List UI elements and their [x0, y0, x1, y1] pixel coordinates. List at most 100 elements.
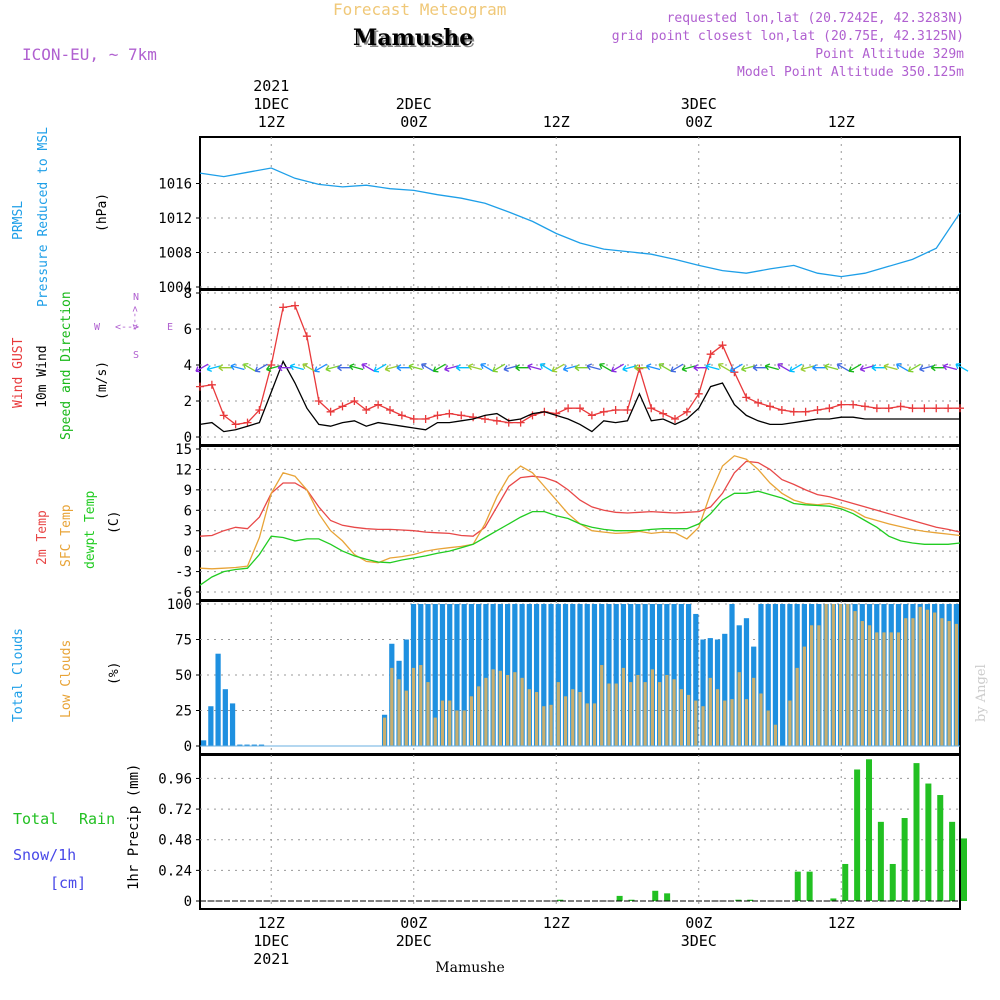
- total-clouds-label: Total Clouds: [11, 628, 26, 722]
- total-cloud-bar: [642, 604, 648, 746]
- total-cloud-bar: [461, 604, 467, 746]
- wind-arrow-shape: [539, 362, 553, 372]
- low-cloud-bar: [397, 679, 401, 746]
- wind-arrow: [527, 363, 542, 371]
- wind-arrow: [693, 364, 708, 372]
- gust-marker: [635, 364, 644, 373]
- low-cloud-bar: [940, 618, 944, 746]
- pressure-unit: (hPa): [95, 193, 110, 232]
- wind-arrow: [265, 365, 281, 372]
- wind-arrow-shape: [467, 363, 483, 371]
- low-cloud-bar: [795, 667, 799, 746]
- gust-marker: [564, 404, 573, 413]
- total-cloud-bar: [743, 618, 750, 746]
- gust-marker: [207, 380, 216, 389]
- y-tick-label: 0.72: [158, 802, 192, 818]
- gust-marker: [694, 389, 703, 398]
- low-cloud-bar: [426, 682, 430, 746]
- total-cloud-bar: [447, 604, 453, 746]
- wind-arrow-shape: [789, 363, 803, 373]
- wind-arrow: [420, 362, 435, 372]
- total-cloud-bar: [222, 689, 228, 746]
- time-label-bottom: 2021: [253, 950, 289, 968]
- low-cloud-bar: [860, 621, 864, 746]
- time-label-bottom: 2DEC: [396, 932, 432, 950]
- sfc-label: SFC Temp: [59, 504, 74, 567]
- time-label-bottom: 00Z: [685, 914, 712, 932]
- gust-marker: [350, 397, 359, 405]
- wind-arrow-shape: [764, 363, 779, 371]
- wind-arrow: [645, 363, 661, 371]
- total-cloud-bar: [562, 604, 569, 746]
- low-cloud-bar: [411, 667, 416, 746]
- point-altitude: Point Altitude 329m: [815, 47, 964, 62]
- total-cloud-bar: [693, 613, 699, 746]
- gust-marker: [825, 404, 834, 413]
- gust-marker: [338, 402, 347, 411]
- wind-arrow-shape: [254, 363, 268, 373]
- wind-arrow-shape: [515, 364, 530, 372]
- compass-w: W: [94, 322, 101, 333]
- gust-marker: [766, 402, 774, 411]
- gust-marker: [279, 303, 288, 312]
- total-cloud-bar: [201, 740, 207, 746]
- rain-bar: [557, 899, 564, 901]
- low-cloud-bar: [440, 700, 445, 746]
- wind-arrow-shape: [503, 365, 518, 372]
- low-cloud-bar: [672, 679, 676, 746]
- total-cloud-bar: [722, 633, 728, 746]
- y-tick-label: 0.24: [158, 863, 192, 879]
- wind-arrow: [492, 363, 506, 373]
- wind-arrow: [777, 362, 791, 372]
- wind-arrow-shape: [551, 363, 565, 373]
- total-cloud-bar: [548, 604, 554, 746]
- wind-arrow: [658, 362, 672, 372]
- wind-arrow: [586, 363, 601, 371]
- time-label-top: 00Z: [400, 113, 427, 131]
- gust-marker: [481, 415, 489, 423]
- wind-arrow: [930, 364, 946, 372]
- series-sfc-temp: [199, 455, 961, 570]
- low-cloud-bar: [484, 677, 488, 746]
- low-cloud-bar: [694, 700, 698, 746]
- gust-marker: [754, 398, 763, 407]
- wind-arrow: [432, 363, 446, 373]
- wind-arrow: [883, 363, 898, 371]
- gust-marker: [789, 407, 798, 416]
- total-cloud-bar: [425, 604, 431, 746]
- wind-arrow: [729, 363, 743, 373]
- gust-marker: [445, 409, 454, 418]
- wind-arrow-shape: [752, 364, 768, 372]
- wind-arrow: [218, 364, 233, 372]
- gust-marker: [421, 415, 430, 423]
- wind-arrow-shape: [800, 365, 815, 372]
- gust-marker: [576, 404, 584, 413]
- gust-marker: [920, 404, 929, 413]
- wind-arrow-shape: [432, 363, 446, 373]
- series-prmsl: [199, 167, 961, 278]
- total-cloud-bar: [519, 604, 525, 746]
- rain-bar: [901, 818, 908, 901]
- wind-arrow-shape: [848, 363, 862, 373]
- low-cloud-bar: [947, 621, 951, 746]
- wind-arrow: [942, 363, 958, 371]
- low-cloud-bar: [723, 700, 727, 746]
- location-title-shadow: Mamushe: [355, 27, 475, 53]
- gust-marker: [255, 406, 264, 414]
- low-cloud-bar: [382, 717, 387, 746]
- wind-arrow: [681, 365, 696, 372]
- low-cloud-bar: [629, 682, 633, 746]
- wind-arrow: [242, 362, 256, 372]
- wind-arrow-shape: [574, 364, 589, 372]
- rain-label: Rain: [79, 810, 115, 828]
- wind-arrow: [824, 363, 839, 371]
- total-cloud-bar: [671, 604, 677, 746]
- y-tick-label: 1008: [158, 246, 192, 262]
- low-cloud-bar: [607, 683, 611, 746]
- rain-bar: [889, 863, 896, 901]
- wind-arrow-shape: [277, 364, 293, 372]
- y-tick-label: 9: [184, 483, 192, 499]
- wind-arrow-shape: [907, 363, 921, 373]
